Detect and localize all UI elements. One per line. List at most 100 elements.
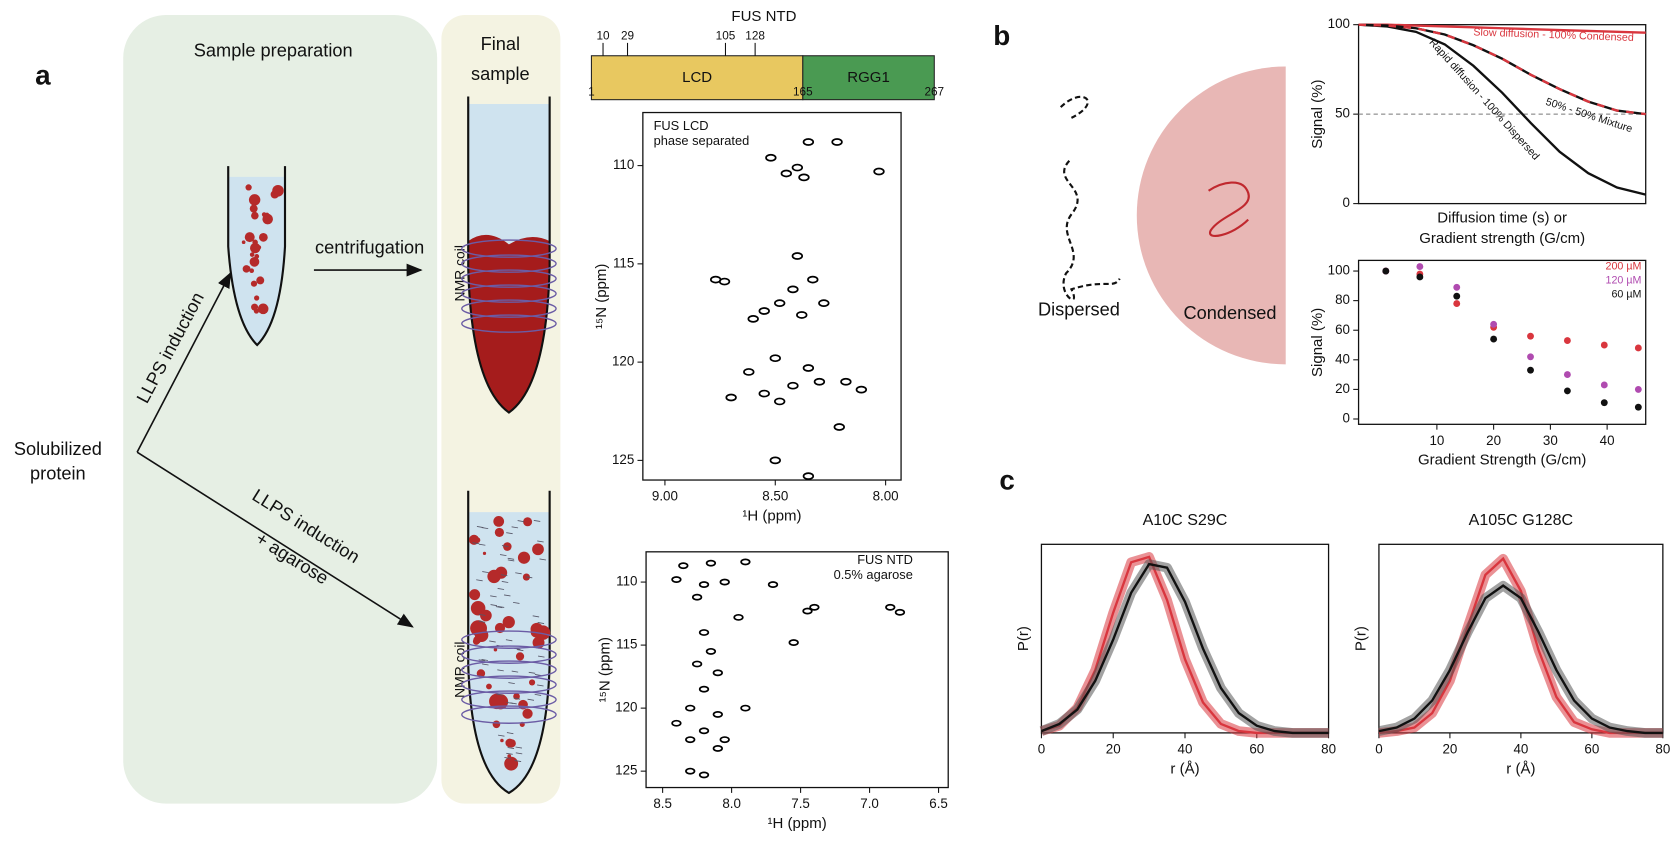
line-dash <box>1358 23 1646 116</box>
series-label: Rapid diffusion - 100% Dispersed <box>1427 37 1542 163</box>
y-axis-label: Signal (%) <box>1309 308 1326 377</box>
agarose-fiber <box>512 601 520 604</box>
x-tick-label: 8.5 <box>653 796 672 811</box>
y-tick-label: 50 <box>1335 106 1350 121</box>
peak <box>807 275 819 284</box>
droplet <box>515 652 525 661</box>
y-tick-label: 0 <box>1343 195 1350 210</box>
nmr-coil <box>461 675 557 694</box>
x-tick-label: 60 <box>1584 742 1599 757</box>
peak <box>719 736 730 744</box>
agarose-fiber <box>497 605 505 608</box>
peak <box>758 389 770 398</box>
agarose-fiber <box>506 532 513 535</box>
peak <box>802 472 815 480</box>
panel-title: sample <box>471 64 530 84</box>
agarose-fiber <box>537 540 544 543</box>
droplet <box>500 738 504 743</box>
point <box>1453 300 1461 308</box>
x-tick-label: 60 <box>1249 742 1264 757</box>
plot-frame <box>642 111 902 481</box>
y-tick-label: 20 <box>1335 381 1350 396</box>
droplet <box>249 252 255 257</box>
droplet <box>251 211 259 220</box>
domain-label: RGG1 <box>847 69 890 86</box>
x-axis-label: ¹H (ppm) <box>768 815 827 832</box>
droplet <box>493 516 505 527</box>
peak <box>712 745 723 752</box>
y-axis-label: Signal (%) <box>1309 80 1326 149</box>
droplet <box>492 720 501 729</box>
droplet <box>258 232 268 242</box>
peak <box>719 578 730 586</box>
peak <box>671 719 682 727</box>
agarose-fiber <box>500 574 508 577</box>
x-tick-label: 40 <box>1178 742 1193 757</box>
agarose-fiber <box>539 558 547 561</box>
residue-label: 128 <box>745 30 765 43</box>
peak <box>885 603 896 611</box>
panel-label: c <box>999 465 1015 496</box>
peak <box>831 138 843 146</box>
tube <box>467 490 551 795</box>
x-tick-label: 20 <box>1442 742 1457 757</box>
x-axis-label: r (Å) <box>1170 760 1199 777</box>
peak <box>691 593 703 601</box>
point <box>1490 335 1498 343</box>
droplet <box>244 232 255 243</box>
nmr-coil <box>461 269 557 288</box>
arrow <box>136 451 414 628</box>
peak <box>769 456 781 465</box>
peak <box>740 558 751 566</box>
agarose-fiber <box>511 670 519 673</box>
domain-label: LCD <box>682 69 712 86</box>
y-tick-label: 110 <box>616 574 637 589</box>
peak <box>747 315 759 323</box>
peak <box>733 613 744 621</box>
droplet <box>474 537 481 543</box>
droplet <box>476 669 486 678</box>
peak <box>698 581 710 589</box>
residue-label: 10 <box>596 30 610 43</box>
peak <box>840 377 852 386</box>
nmr-coil <box>461 239 557 258</box>
droplet <box>528 679 536 686</box>
peak <box>798 173 810 182</box>
panel-label: a <box>35 60 51 91</box>
nmr-coil <box>461 314 557 333</box>
agarose-fiber <box>537 622 545 624</box>
peak <box>818 299 830 308</box>
agarose-fiber <box>507 747 515 750</box>
legend-entry: 60 µM <box>1611 289 1641 301</box>
peak <box>712 710 723 718</box>
line <box>1040 562 1329 735</box>
x-tick-label: 9.00 <box>652 489 678 504</box>
agarose-fiber <box>507 559 515 562</box>
nmr-coil <box>461 299 557 318</box>
line <box>1358 23 1646 34</box>
y-axis-label: P(r) <box>1015 626 1032 651</box>
annotation: 0.5% agarose <box>834 567 913 582</box>
droplet <box>250 280 258 287</box>
y-axis-label: ¹⁵N (ppm) <box>596 637 613 702</box>
peak <box>685 767 696 775</box>
x-tick-label: 8.0 <box>722 796 741 811</box>
annotation: FUS NTD <box>857 552 913 567</box>
point <box>1563 337 1571 345</box>
agarose-fiber <box>528 671 536 674</box>
peak <box>710 275 722 284</box>
peak <box>769 354 781 363</box>
droplet <box>245 265 251 271</box>
peak <box>855 385 868 394</box>
agarose-fiber <box>482 663 489 666</box>
y-axis-label: P(r) <box>1353 626 1370 651</box>
droplet <box>507 754 512 758</box>
point <box>1634 344 1642 352</box>
peak <box>698 685 710 693</box>
droplet <box>262 213 273 225</box>
condensed-droplet <box>1136 66 1286 365</box>
agarose-fiber <box>478 659 486 662</box>
droplet <box>507 739 516 748</box>
point <box>1600 381 1608 389</box>
label: centrifugation <box>315 237 424 257</box>
